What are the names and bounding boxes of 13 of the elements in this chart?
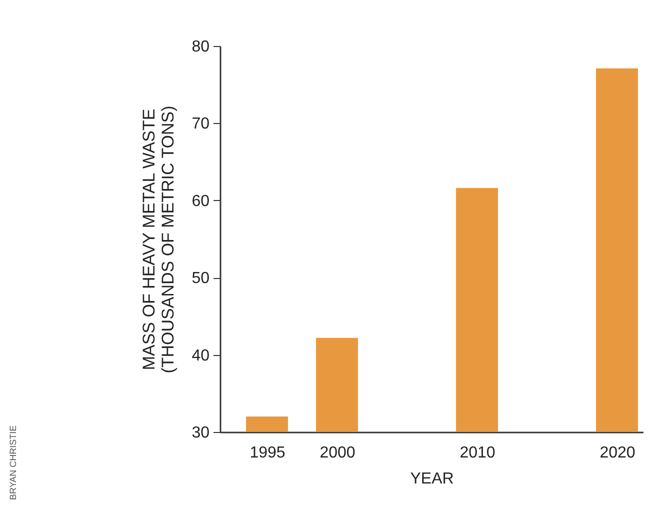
y-tick-label: 80 [192, 38, 210, 56]
y-tick-label: 70 [192, 116, 210, 133]
y-tick-label: 40 [192, 347, 210, 364]
x-tick-label: 1995 [250, 444, 286, 462]
x-tick-label: 2010 [460, 444, 496, 462]
y-tick-label: 30 [192, 424, 210, 442]
x-tick-label: 2000 [320, 444, 356, 462]
y-axis-title: MASS OF HEAVY METAL WASTE (THOUSANDS OF METRIC TONS) [140, 106, 178, 374]
x-axis-title: YEAR [410, 470, 454, 488]
y-tick-label: 50 [192, 270, 210, 288]
y-tick-label: 60 [192, 192, 210, 210]
x-tick-label: 2020 [600, 444, 636, 462]
text: BRYAN CHRISTIE [8, 425, 18, 500]
